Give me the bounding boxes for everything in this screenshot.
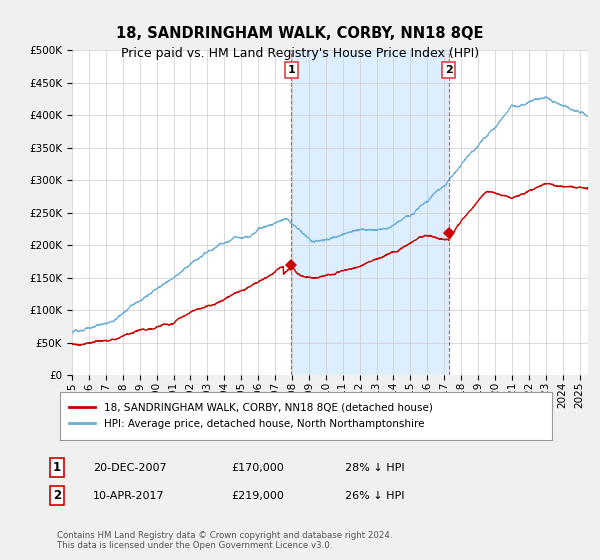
Text: 18, SANDRINGHAM WALK, CORBY, NN18 8QE: 18, SANDRINGHAM WALK, CORBY, NN18 8QE <box>116 26 484 41</box>
Text: 2: 2 <box>445 65 452 75</box>
Text: 1: 1 <box>287 65 295 75</box>
Legend: 18, SANDRINGHAM WALK, CORBY, NN18 8QE (detached house), HPI: Average price, deta: 18, SANDRINGHAM WALK, CORBY, NN18 8QE (d… <box>64 398 438 434</box>
Text: 28% ↓ HPI: 28% ↓ HPI <box>345 463 404 473</box>
Text: £170,000: £170,000 <box>231 463 284 473</box>
Bar <box>292 50 449 375</box>
Text: 26% ↓ HPI: 26% ↓ HPI <box>345 491 404 501</box>
Text: 2: 2 <box>53 489 61 502</box>
Text: Contains HM Land Registry data © Crown copyright and database right 2024.
This d: Contains HM Land Registry data © Crown c… <box>57 531 392 550</box>
Text: 1: 1 <box>53 461 61 474</box>
Text: £219,000: £219,000 <box>231 491 284 501</box>
Text: 20-DEC-2007: 20-DEC-2007 <box>93 463 167 473</box>
Text: Price paid vs. HM Land Registry's House Price Index (HPI): Price paid vs. HM Land Registry's House … <box>121 46 479 60</box>
Text: 10-APR-2017: 10-APR-2017 <box>93 491 164 501</box>
